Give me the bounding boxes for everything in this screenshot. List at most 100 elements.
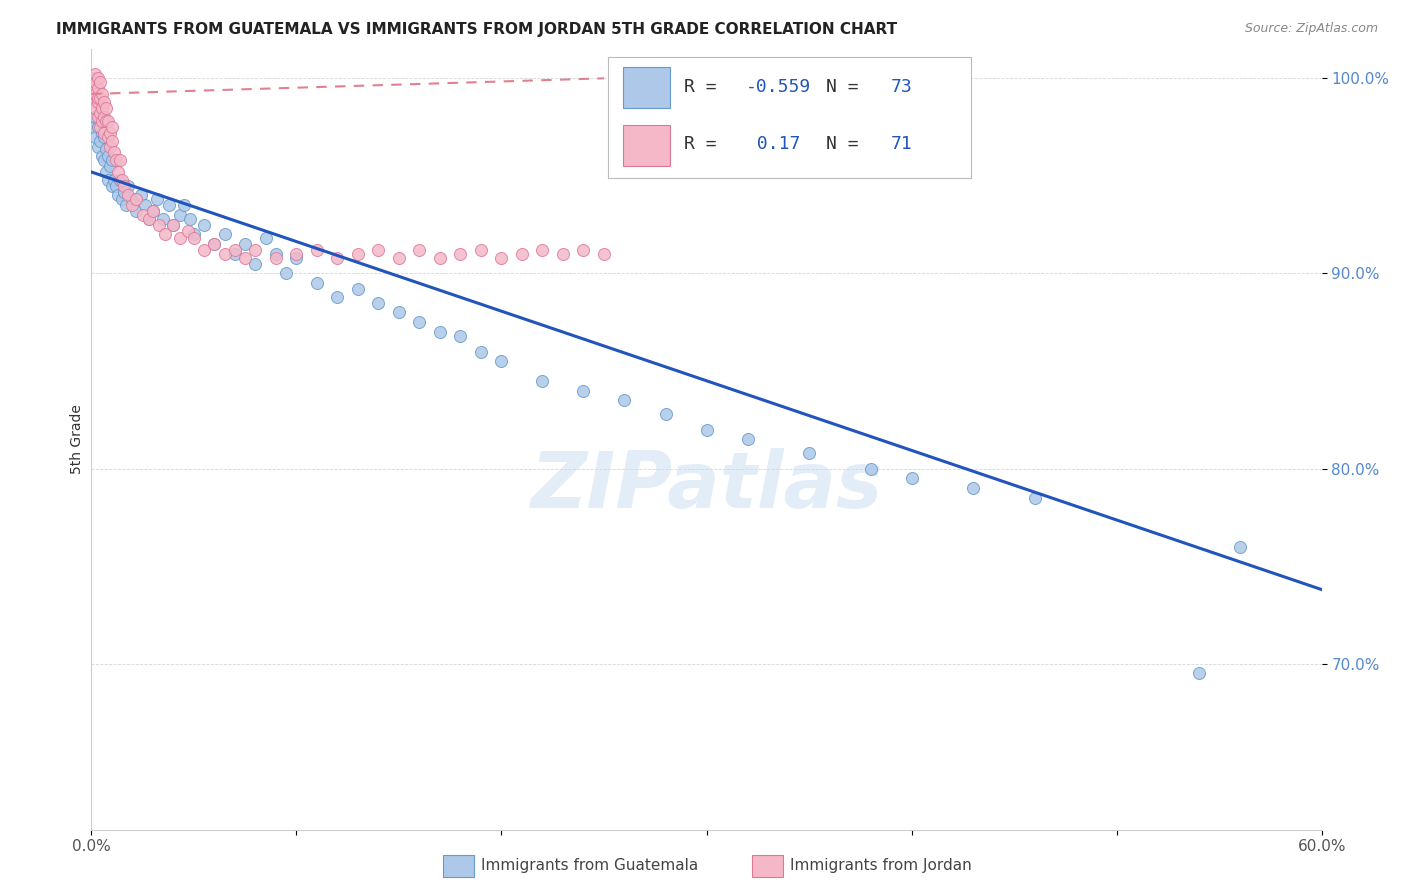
Point: [94, 114, 117, 128]
Point: [367, 295, 389, 310]
Point: [695, 423, 717, 437]
Point: [86, 81, 108, 95]
Point: [84, 129, 107, 144]
Point: [82, 71, 104, 86]
Point: [305, 276, 328, 290]
Point: [142, 204, 165, 219]
Point: [491, 251, 513, 265]
Point: [264, 247, 287, 261]
Point: [1187, 666, 1209, 681]
Point: [93, 129, 115, 144]
Point: [89, 106, 111, 120]
Point: [84, 87, 107, 101]
Point: [112, 185, 135, 199]
Point: [347, 247, 370, 261]
Point: [84, 101, 107, 115]
Point: [153, 227, 177, 242]
Point: [276, 267, 298, 281]
Text: Immigrants from Jordan: Immigrants from Jordan: [790, 858, 972, 872]
Point: [103, 173, 125, 187]
Point: [90, 87, 112, 101]
Point: [183, 231, 205, 245]
Y-axis label: 5th Grade: 5th Grade: [70, 404, 84, 475]
Point: [572, 243, 595, 257]
Point: [326, 290, 349, 304]
Point: [101, 134, 124, 148]
Point: [285, 251, 308, 265]
Point: [89, 91, 111, 105]
Point: [82, 120, 104, 134]
Point: [797, 446, 820, 460]
Point: [388, 305, 411, 319]
Point: [97, 129, 120, 144]
Point: [202, 237, 225, 252]
Point: [94, 142, 117, 156]
Point: [900, 471, 922, 485]
Point: [152, 211, 174, 226]
Point: [125, 192, 148, 206]
Point: [593, 247, 616, 261]
Point: [111, 173, 134, 187]
Point: [408, 315, 430, 329]
Point: [429, 251, 451, 265]
Point: [737, 432, 759, 446]
Point: [84, 111, 107, 125]
Point: [89, 134, 111, 148]
Point: [1229, 540, 1251, 554]
Point: [193, 243, 215, 257]
Point: [121, 192, 143, 206]
Point: [183, 227, 205, 242]
Point: [86, 139, 108, 153]
Point: [94, 165, 117, 179]
Point: [117, 178, 139, 193]
Point: [93, 111, 115, 125]
Point: [254, 231, 277, 245]
Point: [98, 139, 121, 153]
Point: [162, 218, 184, 232]
Point: [146, 192, 169, 206]
Point: [129, 188, 152, 202]
Point: [115, 198, 138, 212]
Point: [1024, 491, 1046, 505]
Point: [105, 153, 127, 168]
Point: [90, 126, 112, 140]
Point: [214, 247, 236, 261]
Point: [305, 243, 328, 257]
Point: [177, 223, 200, 237]
Point: [107, 188, 129, 202]
Point: [82, 95, 104, 109]
Text: ZIPatlas: ZIPatlas: [530, 448, 883, 524]
Point: [162, 218, 184, 232]
Point: [233, 237, 256, 252]
Point: [84, 75, 107, 89]
Point: [531, 243, 554, 257]
Point: [97, 173, 120, 187]
Point: [90, 114, 112, 128]
Point: [86, 95, 108, 109]
Point: [103, 145, 125, 160]
Point: [408, 243, 430, 257]
Point: [326, 251, 349, 265]
Point: [90, 101, 112, 115]
Point: [125, 204, 148, 219]
Point: [173, 198, 195, 212]
Point: [84, 67, 107, 81]
Point: [112, 178, 135, 193]
Point: [105, 178, 127, 193]
Point: [101, 153, 124, 168]
Point: [101, 120, 124, 134]
Point: [202, 237, 225, 252]
Point: [367, 243, 389, 257]
Point: [98, 126, 121, 140]
Point: [264, 251, 287, 265]
Point: [93, 153, 115, 168]
Point: [962, 481, 984, 495]
Text: Immigrants from Guatemala: Immigrants from Guatemala: [481, 858, 699, 872]
Point: [388, 251, 411, 265]
Point: [510, 247, 533, 261]
Point: [193, 218, 215, 232]
Point: [613, 393, 636, 408]
Point: [86, 120, 108, 134]
Text: IMMIGRANTS FROM GUATEMALA VS IMMIGRANTS FROM JORDAN 5TH GRADE CORRELATION CHART: IMMIGRANTS FROM GUATEMALA VS IMMIGRANTS …: [56, 22, 897, 37]
Point: [111, 192, 134, 206]
